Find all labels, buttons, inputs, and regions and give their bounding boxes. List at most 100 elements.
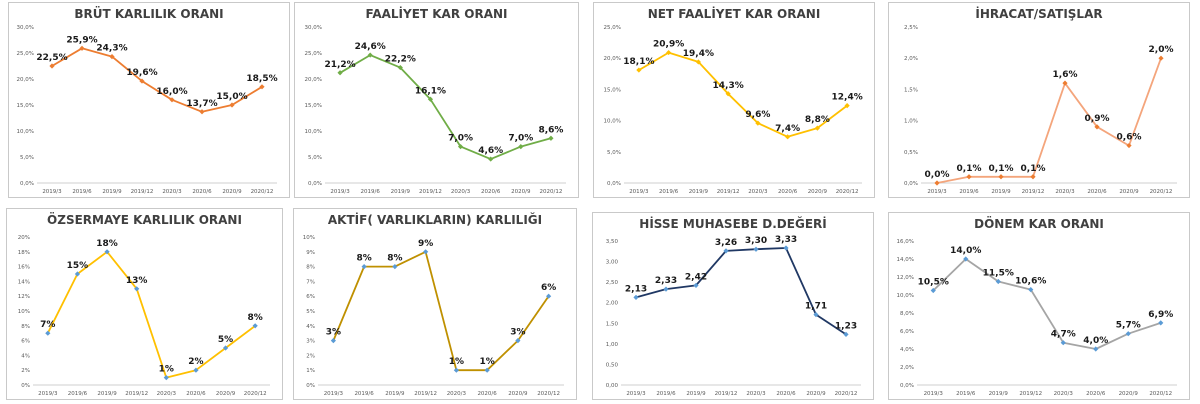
x-tick-label: 2020/12 xyxy=(836,189,859,195)
x-tick-label: 2019/12 xyxy=(717,189,740,195)
data-label: 19,6% xyxy=(126,68,157,78)
data-label: 24,3% xyxy=(96,44,127,54)
x-tick-label: 2020/6 xyxy=(192,189,212,195)
x-tick-label: 2020/12 xyxy=(835,391,858,397)
y-tick-label: 10,0% xyxy=(17,129,34,135)
data-label: 6,9% xyxy=(1148,310,1173,320)
x-tick-label: 2019/6 xyxy=(361,189,381,195)
data-label: 22,5% xyxy=(36,53,67,63)
y-tick-label: 20,0% xyxy=(17,77,34,83)
line-chart: İHRACAT/SATIŞLAR 0,0% 0,5% 1,0% 1,5% 2,0% 2,5%… xyxy=(904,6,1177,195)
x-tick-label: 2020/9 xyxy=(808,189,828,195)
data-point xyxy=(1158,55,1164,61)
data-label: 2,33 xyxy=(655,276,677,286)
data-point xyxy=(392,264,398,270)
data-point xyxy=(104,249,110,255)
data-point xyxy=(79,45,85,51)
data-label: 0,1% xyxy=(1021,164,1046,174)
series-line xyxy=(638,51,848,138)
data-label: 0,1% xyxy=(957,164,982,174)
data-label: 5,7% xyxy=(1116,321,1141,331)
data-label: 18,5% xyxy=(246,74,277,84)
y-tick-label: 10,0% xyxy=(897,293,914,299)
data-point xyxy=(199,109,205,115)
x-tick-label: 2019/12 xyxy=(414,391,437,397)
x-tick-label: 2019/9 xyxy=(989,391,1009,397)
data-point xyxy=(518,144,524,150)
data-point xyxy=(995,278,1001,285)
data-point xyxy=(966,174,972,180)
data-label: 24,6% xyxy=(355,42,386,52)
data-point xyxy=(163,375,169,381)
data-label: 14,0% xyxy=(950,246,981,256)
data-point xyxy=(723,248,729,254)
data-label: 13% xyxy=(126,276,148,286)
x-tick-label: 2020/6 xyxy=(778,189,798,195)
data-label: 7,0% xyxy=(448,134,473,144)
y-tick-label: 3,50 xyxy=(606,239,619,245)
data-label: 8,8% xyxy=(805,115,830,125)
chart-panel: BRÜT KARLILIK ORANI 0,0% 5,0% 10,0% 15,0% 20,… xyxy=(8,2,290,198)
x-tick-label: 2019/6 xyxy=(354,391,374,397)
data-point xyxy=(139,78,145,84)
y-tick-label: 2,0% xyxy=(900,365,914,371)
data-point xyxy=(695,59,701,65)
y-tick-label: 3% xyxy=(306,339,315,345)
series-line xyxy=(339,54,552,161)
data-label: 10,6% xyxy=(1015,277,1046,287)
data-label: 4,7% xyxy=(1051,330,1076,340)
x-tick-label: 2020/12 xyxy=(251,189,274,195)
y-tick-label: 0,0% xyxy=(904,181,918,187)
y-tick-label: 1,5% xyxy=(904,87,918,93)
data-label: 8% xyxy=(248,313,263,323)
data-label: 3,33 xyxy=(775,235,797,245)
data-label: 9% xyxy=(418,239,433,249)
x-tick-label: 2020/3 xyxy=(451,189,471,195)
y-tick-label: 10,0% xyxy=(305,129,322,135)
x-tick-label: 2019/3 xyxy=(324,391,344,397)
y-tick-label: 12% xyxy=(18,294,30,300)
data-label: 0,0% xyxy=(925,170,950,180)
data-label: 18,1% xyxy=(623,57,654,67)
y-tick-label: 0% xyxy=(21,383,30,389)
data-label: 22,2% xyxy=(385,55,416,65)
chart-title: HİSSE MUHASEBE D.DEĞERİ xyxy=(639,216,826,231)
chart-panel: ÖZSERMAYE KARLILIK ORANI 0% 2% 4% 6% 8% 10% 12%… xyxy=(6,208,283,400)
data-label: 7,0% xyxy=(508,134,533,144)
x-tick-label: 2019/9 xyxy=(991,189,1011,195)
data-label: 1,6% xyxy=(1053,70,1078,80)
line-chart: NET FAALİYET KAR ORANI 0,0% 5,0% 10,0% 15,0%… xyxy=(604,6,863,195)
data-label: 2,0% xyxy=(1149,45,1174,55)
data-label: 3% xyxy=(326,328,341,338)
data-label: 2,42 xyxy=(685,272,707,282)
data-point xyxy=(663,286,669,292)
y-tick-label: 1,0% xyxy=(904,119,918,125)
x-tick-label: 2019/12 xyxy=(1019,391,1042,397)
data-point xyxy=(423,249,429,255)
x-tick-label: 2020/12 xyxy=(244,391,267,397)
data-point xyxy=(785,134,791,140)
data-point xyxy=(229,102,235,108)
data-label: 7% xyxy=(40,320,55,330)
data-label: 15,0% xyxy=(216,92,247,102)
series-line xyxy=(932,258,1162,350)
x-tick-label: 2020/6 xyxy=(1087,189,1107,195)
data-point xyxy=(783,245,789,251)
x-tick-label: 2020/9 xyxy=(222,189,242,195)
x-tick-label: 2019/3 xyxy=(924,391,944,397)
y-tick-label: 15,0% xyxy=(604,87,621,93)
y-tick-label: 5,0% xyxy=(308,155,322,161)
data-label: 19,4% xyxy=(683,49,714,59)
y-tick-label: 0,00 xyxy=(606,383,619,389)
x-tick-label: 2019/3 xyxy=(629,189,649,195)
series-line xyxy=(51,47,263,113)
y-tick-label: 2,5% xyxy=(904,25,918,31)
y-tick-label: 8% xyxy=(306,265,315,271)
x-tick-label: 2019/12 xyxy=(125,391,148,397)
y-tick-label: 0,0% xyxy=(308,181,322,187)
y-tick-label: 0% xyxy=(306,383,315,389)
chart-title: NET FAALİYET KAR ORANI xyxy=(648,6,821,21)
data-label: 8% xyxy=(356,254,371,264)
data-label: 8,6% xyxy=(538,125,563,135)
data-point xyxy=(222,345,229,351)
